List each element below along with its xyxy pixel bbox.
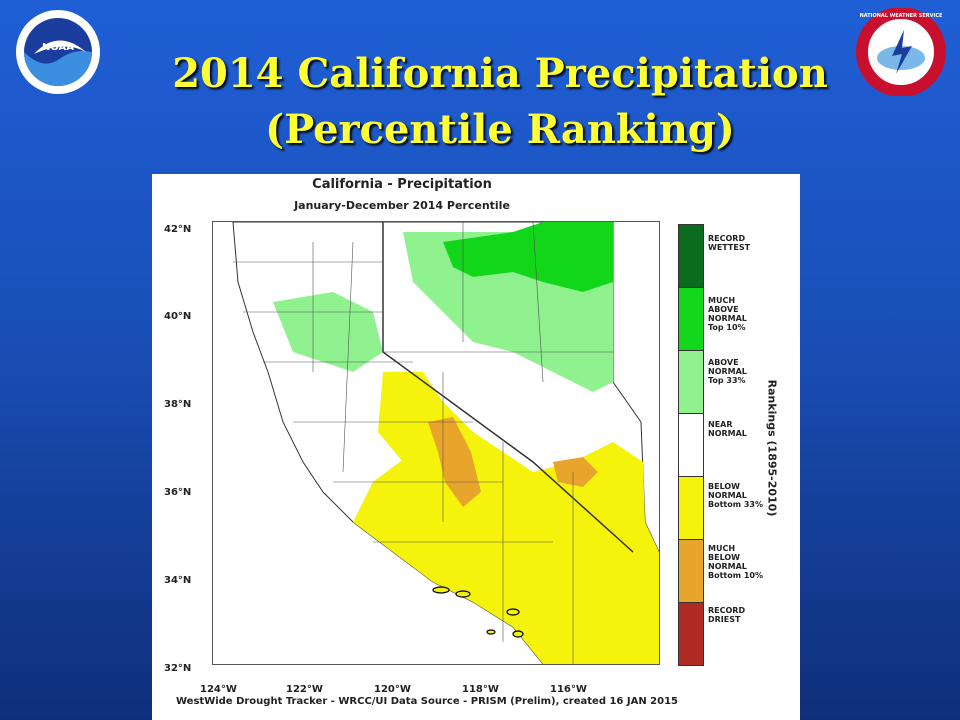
legend-label-0: RECORD WETTEST (708, 234, 751, 252)
legend-swatch-0 (678, 224, 704, 287)
legend-label-2: ABOVE NORMAL Top 33% (708, 358, 747, 385)
map-subtitle: January-December 2014 Percentile (294, 199, 510, 212)
county-lines (233, 222, 613, 664)
much-below-normal-1 (428, 417, 481, 507)
legend-swatch-2 (678, 350, 704, 413)
state-border (382, 222, 634, 553)
legend-label-3: NEAR NORMAL (708, 420, 747, 438)
lat-label-32: 32°N (164, 663, 192, 674)
legend-swatch-1 (678, 287, 704, 350)
legend-swatch-4 (678, 476, 704, 539)
noaa-logo-text: NOAA (42, 42, 74, 53)
legend-label-4: BELOW NORMAL Bottom 33% (708, 482, 764, 509)
lon-label-124: 124°W (200, 684, 237, 695)
lat-label-36: 36°N (164, 487, 192, 498)
legend-swatch-6 (678, 602, 704, 666)
much-below-normal-2 (553, 457, 598, 487)
nws-logo-text: NATIONAL WEATHER SERVICE (860, 13, 943, 19)
lon-label-122: 122°W (286, 684, 323, 695)
lat-label-42: 42°N (164, 224, 192, 235)
lat-label-34: 34°N (164, 575, 192, 586)
legend-swatch-3 (678, 413, 704, 476)
channel-islands (432, 586, 524, 638)
noaa-logo: NOAA (14, 8, 102, 100)
slide-title: 2014 California Precipitation (Percentil… (120, 46, 880, 158)
map-title: California - Precipitation (312, 177, 492, 192)
legend (678, 224, 704, 666)
much-above-normal (443, 222, 613, 292)
map-footer: WestWide Drought Tracker - WRCC/UI Data … (176, 696, 679, 707)
legend-label-1: MUCH ABOVE NORMAL Top 10% (708, 296, 747, 332)
lon-label-116: 116°W (550, 684, 587, 695)
legend-swatch-5 (678, 539, 704, 602)
lon-label-118: 118°W (462, 684, 499, 695)
precip-map-svg (232, 222, 659, 664)
lat-label-40: 40°N (164, 311, 192, 322)
slide-title-line2: (Percentile Ranking) (265, 106, 735, 153)
nws-logo: NATIONAL WEATHER SERVICE (856, 7, 946, 100)
lon-label-120: 120°W (374, 684, 411, 695)
precip-map (212, 221, 660, 665)
legend-axis-title: Rankings (1895-2010) (765, 379, 779, 517)
legend-label-5: MUCH BELOW NORMAL Bottom 10% (708, 544, 764, 580)
legend-label-6: RECORD DRIEST (708, 606, 746, 624)
slide-title-line1: 2014 California Precipitation (172, 50, 828, 97)
map-panel: California - Precipitation January-Decem… (152, 174, 800, 720)
lat-label-38: 38°N (164, 399, 192, 410)
